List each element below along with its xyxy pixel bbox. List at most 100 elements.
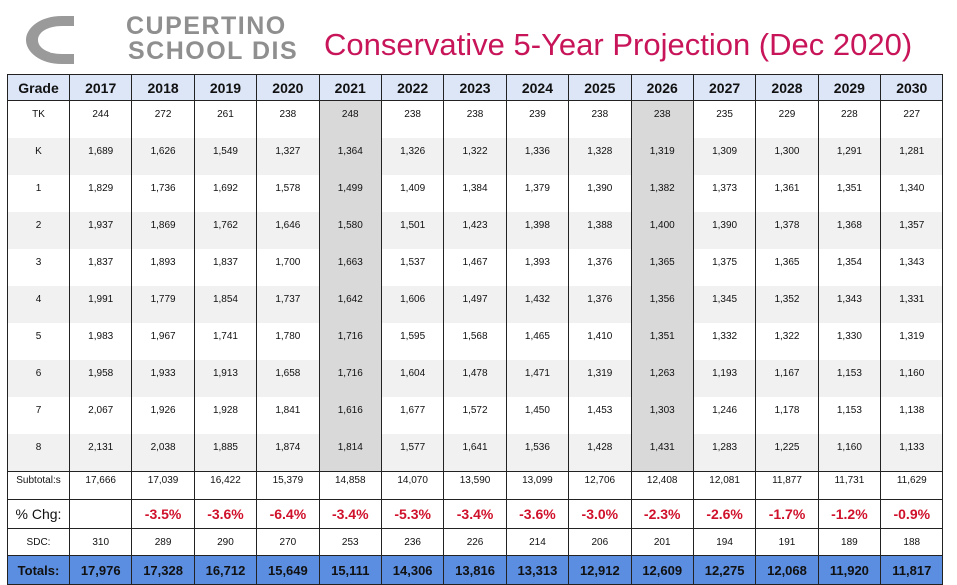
sdc-cell: 289 bbox=[131, 528, 195, 556]
enrollment-cell: 1,281 bbox=[880, 138, 944, 175]
enrollment-cell: 1,291 bbox=[817, 138, 882, 175]
grade-label: 7 bbox=[7, 397, 70, 434]
grade-label: 8 bbox=[7, 434, 70, 472]
subtotals-row: Subtotal:s 17,666 17,039 16,422 15,379 14,858… bbox=[7, 471, 944, 500]
enrollment-cell: 1,874 bbox=[256, 434, 320, 472]
enrollment-cell: 1,351 bbox=[630, 323, 694, 360]
page-title: Conservative 5-Year Projection (Dec 2020… bbox=[324, 27, 913, 62]
enrollment-cell: 2,038 bbox=[131, 434, 195, 472]
enrollment-cell: 272 bbox=[131, 100, 195, 138]
enrollment-cell: 1,716 bbox=[318, 323, 382, 360]
year-column-header: 2022 bbox=[380, 74, 445, 101]
total-cell: 12,912 bbox=[568, 555, 632, 585]
subtotal-cell: 17,039 bbox=[131, 471, 195, 500]
enrollment-cell: 1,578 bbox=[256, 175, 320, 212]
enrollment-cell: 1,373 bbox=[692, 175, 757, 212]
enrollment-cell: 1,497 bbox=[443, 286, 507, 323]
year-column-header: 2019 bbox=[193, 74, 258, 101]
table-row: 6 1,958 1,933 1,913 1,658 1,716 1,604 1,478 1,47… bbox=[7, 360, 944, 397]
subtotal-cell: 17,666 bbox=[68, 471, 133, 500]
enrollment-cell: 1,854 bbox=[193, 286, 258, 323]
enrollment-cell: 1,465 bbox=[505, 323, 570, 360]
enrollment-cell: 1,319 bbox=[880, 323, 944, 360]
subtotal-cell: 16,422 bbox=[193, 471, 258, 500]
enrollment-cell: 1,153 bbox=[817, 360, 882, 397]
enrollment-cell: 1,376 bbox=[568, 286, 632, 323]
year-column-header: 2024 bbox=[505, 74, 570, 101]
enrollment-cell: 238 bbox=[256, 100, 320, 138]
enrollment-cell: 261 bbox=[193, 100, 258, 138]
enrollment-cell: 1,779 bbox=[131, 286, 195, 323]
sdc-cell: 226 bbox=[443, 528, 507, 556]
year-column-header: 2018 bbox=[131, 74, 195, 101]
enrollment-cell: 1,677 bbox=[380, 397, 445, 434]
totals-row-label: Totals: bbox=[7, 555, 70, 585]
year-column-header: 2029 bbox=[817, 74, 882, 101]
enrollment-cell: 1,572 bbox=[443, 397, 507, 434]
total-cell: 17,328 bbox=[131, 555, 195, 585]
enrollment-cell: 1,332 bbox=[692, 323, 757, 360]
enrollment-cell: 228 bbox=[817, 100, 882, 138]
enrollment-cell: 238 bbox=[568, 100, 632, 138]
enrollment-cell: 1,958 bbox=[68, 360, 133, 397]
sdc-cell: 253 bbox=[318, 528, 382, 556]
enrollment-cell: 1,398 bbox=[505, 212, 570, 249]
year-column-header: 2028 bbox=[755, 74, 819, 101]
enrollment-cell: 1,499 bbox=[318, 175, 382, 212]
district-name: CUPERTINO SCHOOL DIS bbox=[126, 14, 298, 64]
grade-label: 3 bbox=[7, 249, 70, 286]
table-row: K 1,689 1,626 1,549 1,327 1,364 1,326 1,322 1,33… bbox=[7, 138, 944, 175]
enrollment-cell: 1,330 bbox=[817, 323, 882, 360]
enrollment-cell: 1,471 bbox=[505, 360, 570, 397]
total-cell: 11,920 bbox=[817, 555, 882, 585]
enrollment-cell: 1,928 bbox=[193, 397, 258, 434]
enrollment-cell: 1,642 bbox=[318, 286, 382, 323]
subtotal-cell: 12,408 bbox=[630, 471, 694, 500]
enrollment-cell: 1,478 bbox=[443, 360, 507, 397]
enrollment-cell: 1,885 bbox=[193, 434, 258, 472]
enrollment-cell: 1,580 bbox=[318, 212, 382, 249]
enrollment-cell: 1,577 bbox=[380, 434, 445, 472]
enrollment-cell: 1,837 bbox=[68, 249, 133, 286]
enrollment-cell: 1,178 bbox=[755, 397, 819, 434]
enrollment-cell: 1,345 bbox=[692, 286, 757, 323]
year-column-header: 2026 bbox=[630, 74, 694, 101]
enrollment-cell: 1,331 bbox=[880, 286, 944, 323]
sdc-cell: 310 bbox=[68, 528, 133, 556]
enrollment-cell: 1,393 bbox=[505, 249, 570, 286]
enrollment-cell: 1,604 bbox=[380, 360, 445, 397]
percent-change-cell: -1.7% bbox=[755, 499, 819, 529]
enrollment-cell: 1,700 bbox=[256, 249, 320, 286]
enrollment-cell: 1,967 bbox=[131, 323, 195, 360]
enrollment-cell: 1,390 bbox=[568, 175, 632, 212]
enrollment-cell: 1,926 bbox=[131, 397, 195, 434]
subtotal-cell: 14,858 bbox=[318, 471, 382, 500]
enrollment-cell: 1,309 bbox=[692, 138, 757, 175]
enrollment-cell: 1,138 bbox=[880, 397, 944, 434]
year-column-header: 2023 bbox=[443, 74, 507, 101]
table-header-row: Grade 2017 2018 2019 2020 2021 2022 2023 2024 20… bbox=[7, 74, 944, 101]
enrollment-cell: 1,354 bbox=[817, 249, 882, 286]
enrollment-cell: 1,376 bbox=[568, 249, 632, 286]
enrollment-cell: 1,467 bbox=[443, 249, 507, 286]
enrollment-cell: 1,841 bbox=[256, 397, 320, 434]
percent-change-cell: -1.2% bbox=[817, 499, 882, 529]
enrollment-cell: 229 bbox=[755, 100, 819, 138]
enrollment-cell: 1,431 bbox=[630, 434, 694, 472]
percent-change-row: % Chg: -3.5% -3.6% -6.4% -3.4% -5.3% -3.4% -3.6… bbox=[7, 499, 944, 529]
enrollment-cell: 1,869 bbox=[131, 212, 195, 249]
enrollment-cell: 1,336 bbox=[505, 138, 570, 175]
percent-change-row-label: % Chg: bbox=[7, 499, 70, 529]
total-cell: 11,817 bbox=[880, 555, 944, 585]
enrollment-cell: 1,762 bbox=[193, 212, 258, 249]
percent-change-cell: -2.3% bbox=[630, 499, 694, 529]
enrollment-cell: 1,365 bbox=[630, 249, 694, 286]
enrollment-cell: 1,319 bbox=[568, 360, 632, 397]
enrollment-cell: 248 bbox=[318, 100, 382, 138]
enrollment-cell: 1,716 bbox=[318, 360, 382, 397]
enrollment-cell: 1,568 bbox=[443, 323, 507, 360]
total-cell: 17,976 bbox=[68, 555, 133, 585]
year-column-header: 2017 bbox=[68, 74, 133, 101]
enrollment-cell: 1,537 bbox=[380, 249, 445, 286]
district-logo-icon bbox=[26, 16, 75, 64]
